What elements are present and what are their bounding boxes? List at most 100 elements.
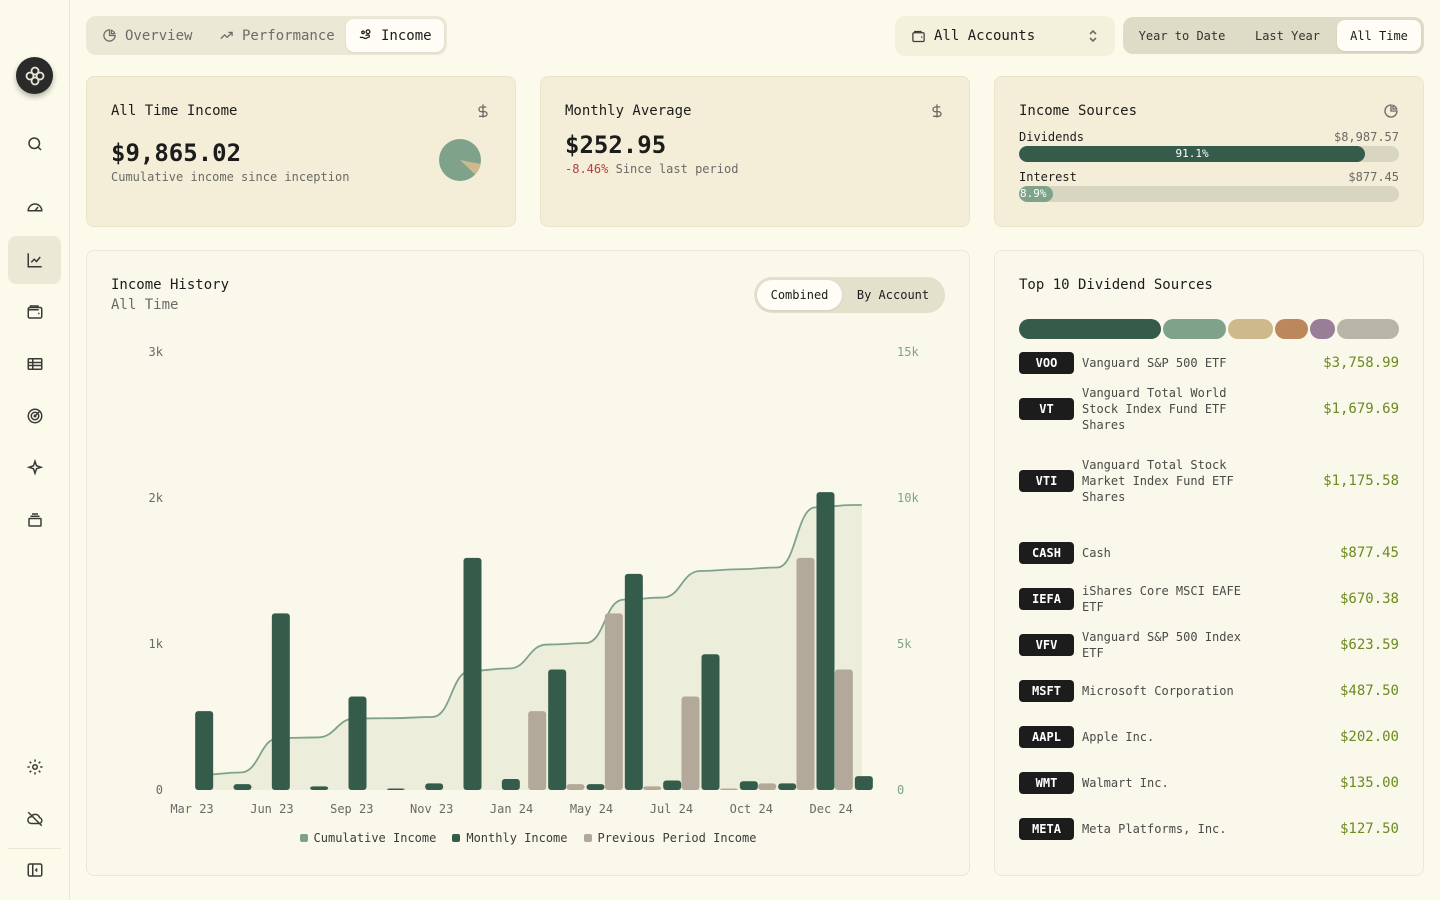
security-name: Vanguard S&P 500 ETF [1082,356,1227,370]
range-all-time[interactable]: All Time [1337,20,1421,51]
ticker-badge: WMT [1019,772,1074,794]
ticker-badge: IEFA [1019,588,1074,610]
income-history-card: Income History All Time Combined By Acco… [86,250,970,876]
sparkles-icon[interactable] [8,444,61,492]
ticker-badge: VT [1019,398,1074,420]
previous-period-bar [758,783,777,790]
source-bar-fill [1019,146,1366,162]
gauge-icon[interactable] [8,183,61,231]
chart-mode-toggle: Combined By Account [754,277,945,313]
chart-legend: Cumulative Income Monthly Income Previou… [87,831,969,845]
mode-combined[interactable]: Combined [757,280,842,310]
allocation-segment[interactable] [1274,319,1308,339]
allocation-segment[interactable] [1337,319,1399,339]
dividend-row[interactable]: META Meta Platforms, Inc. $127.50 [1019,818,1399,840]
allocation-segment[interactable] [1228,319,1273,339]
legend-item[interactable]: Previous Period Income [583,831,757,845]
monthly-income-bar [816,492,835,790]
monthly-income-bar [701,654,720,790]
previous-period-bar [719,788,738,790]
monthly-income-bar [195,711,214,790]
tab-performance[interactable]: Performance [207,19,344,52]
cumulative-income-line [202,504,862,776]
dividend-row[interactable]: WMT Walmart Inc. $135.00 [1019,772,1399,794]
security-name: Cash [1082,546,1111,560]
x-tick-label: May 24 [570,802,613,816]
view-tabs: Overview Performance Income [86,16,447,55]
monthly-income-bar [425,783,444,790]
source-bar: 8.9% [1019,186,1399,202]
card-title: Monthly Average [565,103,692,119]
app-logo-icon[interactable] [16,57,53,94]
monthly-income-bar [348,696,367,790]
search-icon[interactable] [8,120,61,168]
account-select[interactable]: All Accounts [895,16,1115,56]
legend-item[interactable]: Monthly Income [452,831,568,845]
y-left-tick-label: 1k [149,637,164,651]
dividend-row[interactable]: VTI Vanguard Total Stock Market Index Fun… [1019,457,1399,505]
source-percent: 8.9% [1020,187,1047,200]
security-name: Meta Platforms, Inc. [1082,822,1227,836]
target-icon[interactable] [8,392,61,440]
source-bar-fill [1019,186,1053,202]
change-percent: -8.46% [565,162,609,176]
income-sources-card: Income Sources Dividends $8,987.57 91.1%… [994,76,1424,227]
wallet-icon[interactable] [8,288,61,336]
y-right-tick-label: 15k [897,345,919,359]
trending-up-icon [220,31,233,40]
source-percent: 91.1% [1175,147,1209,160]
monthly-income-bar [854,776,873,790]
monthly-income-bar [233,784,252,790]
monthly-income-bar [271,613,290,790]
dividend-row[interactable]: VT Vanguard Total World Stock Index Fund … [1019,385,1399,433]
allocation-segment[interactable] [1309,319,1336,339]
dividend-row[interactable]: VFV Vanguard S&P 500 Index ETF $623.59 [1019,629,1399,661]
tab-label: Income [381,27,432,44]
allocation-segment[interactable] [1019,319,1161,339]
x-tick-label: Nov 23 [410,802,453,816]
cloud-off-icon[interactable] [8,795,61,843]
income-sources-pie [439,139,481,181]
sidebar-toggle-icon[interactable] [8,846,61,894]
dividend-amount: $670.38 [1339,591,1399,607]
monthly-income-bar [501,779,520,790]
dividend-row[interactable]: IEFA iShares Core MSCI EAFE ETF $670.38 [1019,583,1399,615]
dividend-row[interactable]: CASH Cash $877.45 [1019,542,1399,564]
allocation-segment[interactable] [1162,319,1226,339]
tab-overview[interactable]: Overview [90,19,207,52]
dividend-row[interactable]: AAPL Apple Inc. $202.00 [1019,726,1399,748]
monthly-income-bar [739,781,758,790]
gear-icon[interactable] [8,743,61,791]
income-history-chart: 0 1k 2k 3k 0 5k 10k 15k Mar 23 Jun 23 Sep 23 Nov 23… [149,345,920,816]
y-right-tick-label: 10k [897,491,919,505]
tab-income[interactable]: Income [346,19,444,52]
card-subtitle: All Time [111,297,179,313]
x-tick-label: Dec 24 [810,802,853,816]
security-name: Walmart Inc. [1082,776,1169,790]
ledger-icon[interactable] [8,340,61,388]
x-tick-label: Oct 24 [730,802,773,816]
range-year-to-date[interactable]: Year to Date [1138,28,1226,43]
chart-icon[interactable] [8,236,61,284]
dividend-amount: $127.50 [1339,821,1399,837]
pie-chart-icon [1384,104,1398,118]
dividend-row[interactable]: MSFT Microsoft Corporation $487.50 [1019,680,1399,702]
chevron-up-down-icon [1089,29,1097,43]
monthly-income-bar [778,783,797,790]
legend-item[interactable]: Cumulative Income [299,831,436,845]
ticker-badge: CASH [1019,542,1074,564]
x-tick-label: Jan 24 [490,802,533,816]
legend-label: Previous Period Income [597,831,757,845]
security-name: Vanguard Total Stock Market Index Fund E… [1082,458,1234,504]
top-dividends-card: Top 10 Dividend Sources VOO Vanguard S&P … [994,250,1424,876]
security-name: iShares Core MSCI EAFE ETF [1082,584,1241,614]
y-left-tick-label: 2k [149,491,164,505]
monthly-income-bar [310,786,329,790]
tab-label: Performance [242,27,335,44]
range-last-year[interactable]: Last Year [1254,28,1321,43]
dividend-row[interactable]: VOO Vanguard S&P 500 ETF $3,758.99 [1019,352,1399,374]
archive-icon[interactable] [8,496,61,544]
mode-by-account[interactable]: By Account [856,288,930,302]
security-name: Apple Inc. [1082,730,1155,744]
source-bar: 91.1% [1019,146,1399,162]
